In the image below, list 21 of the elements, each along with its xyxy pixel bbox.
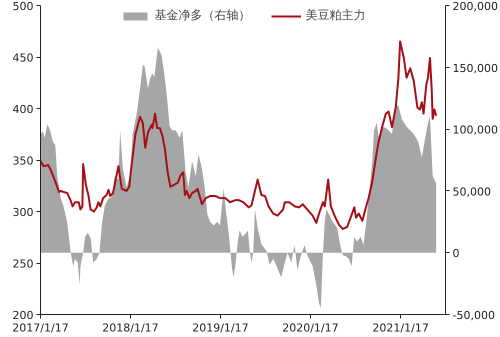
- line-series: [40, 40, 438, 230]
- y2-tick-label: 200,000: [452, 0, 498, 13]
- y-tick-label: 250: [12, 258, 34, 270]
- x-tick-label: 2018/1/17: [102, 322, 159, 334]
- y2-tick-label: 150,000: [452, 62, 498, 75]
- x-tick-label: 2017/1/17: [12, 322, 69, 334]
- legend-label: 美豆粕主力: [306, 7, 366, 24]
- y-tick-label: 400: [12, 103, 34, 116]
- y-tick-label: 500: [12, 0, 34, 13]
- y2-tick-label: 100,000: [452, 124, 498, 137]
- x-tick-label: 2020/1/17: [282, 322, 339, 334]
- y-tick-label: 450: [12, 52, 34, 64]
- x-tick-label: 2021/1/17: [372, 322, 429, 334]
- x-tick-label: 2019/1/17: [192, 322, 249, 334]
- legend-label: 基金净多（右轴）: [154, 7, 250, 24]
- y2-tick-label: -50,000: [452, 309, 495, 322]
- y2-tick-label: 0: [452, 247, 460, 260]
- y-tick-label: 300: [12, 206, 34, 219]
- y-tick-label: 200: [12, 309, 34, 322]
- y-tick-label: 350: [12, 154, 34, 168]
- y2-tick-label: 50,000: [452, 185, 491, 198]
